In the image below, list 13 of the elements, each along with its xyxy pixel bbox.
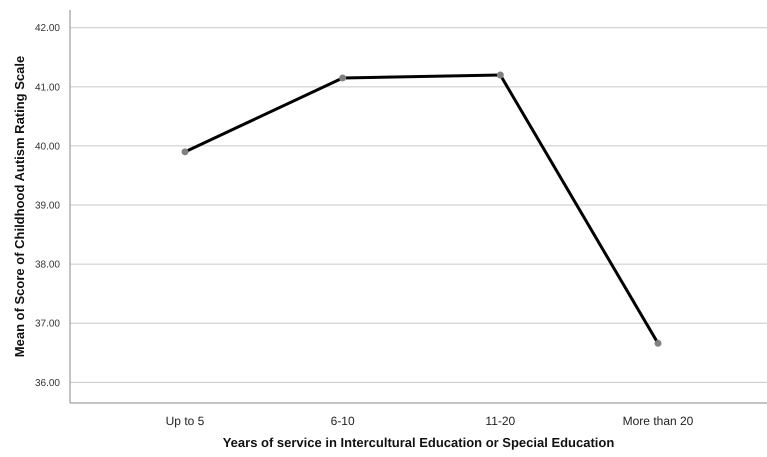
y-tick-label: 40.00	[34, 141, 60, 152]
x-tick-label: 6-10	[330, 414, 355, 428]
y-tick-label: 38.00	[34, 260, 60, 271]
y-tick-label: 37.00	[34, 318, 60, 330]
y-tick-label: 39.00	[34, 200, 60, 212]
x-tick-label: 11-20	[485, 414, 516, 428]
x-axis-title: Years of service in Intercultural Education or Special Education	[222, 435, 614, 450]
y-tick-label: 42.00	[34, 23, 60, 34]
y-axis-title: Mean of Score of Childhood Autism Rating Scale	[12, 56, 27, 358]
y-tick-label: 41.00	[34, 82, 60, 94]
x-tick-label: More than 20	[622, 414, 694, 428]
y-tick-label: 36.00	[34, 378, 60, 389]
x-tick-label: Up to 5	[166, 414, 205, 428]
